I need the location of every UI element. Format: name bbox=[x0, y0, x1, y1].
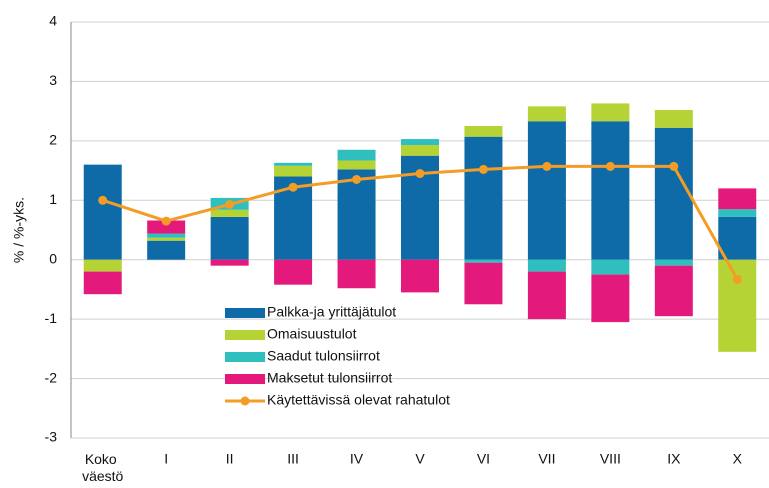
x-tick-label: II bbox=[226, 451, 234, 467]
bar-segment bbox=[401, 145, 439, 156]
x-tick-label: X bbox=[733, 451, 743, 467]
legend-swatch bbox=[225, 308, 265, 318]
legend-label: Saadut tulonsiirrot bbox=[267, 348, 380, 364]
line-point bbox=[415, 169, 425, 179]
bar-segment bbox=[147, 240, 186, 260]
bar-segment bbox=[718, 188, 757, 210]
legend-swatch bbox=[225, 330, 265, 340]
bar-segment bbox=[718, 259, 757, 352]
bar-segment bbox=[464, 259, 503, 263]
bar-segment bbox=[591, 274, 630, 323]
y-tick-label: -2 bbox=[45, 369, 58, 385]
line-point bbox=[669, 161, 679, 171]
bar-segment bbox=[274, 165, 313, 177]
y-tick-label: 1 bbox=[49, 191, 57, 207]
bar-segment bbox=[401, 139, 439, 146]
bar-segment bbox=[654, 127, 693, 260]
x-tick-label: Koko väestö bbox=[82, 451, 123, 484]
bar-segment bbox=[718, 209, 757, 217]
legend-label: Omaisuustulot bbox=[267, 326, 357, 342]
bar-segment bbox=[337, 169, 376, 260]
line-point bbox=[478, 164, 488, 174]
bar-segment bbox=[591, 121, 630, 260]
bar-segment bbox=[718, 216, 757, 260]
y-tick-label: -3 bbox=[45, 429, 58, 445]
x-tick-label: V bbox=[415, 451, 425, 467]
y-tick-label: 3 bbox=[49, 72, 57, 88]
line-point bbox=[542, 161, 552, 171]
bar-segment bbox=[274, 259, 313, 285]
bar-segment bbox=[337, 259, 376, 289]
x-tick-label: VII bbox=[538, 451, 555, 467]
bar-segment bbox=[83, 164, 122, 260]
bar-segment bbox=[591, 103, 630, 122]
bar-segment bbox=[654, 109, 693, 128]
bar-segment bbox=[464, 136, 503, 260]
bar-segment bbox=[147, 220, 186, 234]
bar-segment bbox=[210, 209, 249, 217]
bar-segment bbox=[591, 259, 630, 275]
bar-segment bbox=[654, 259, 693, 266]
bar-segment bbox=[527, 121, 566, 260]
bar-segment bbox=[147, 233, 186, 238]
bar-segment bbox=[210, 259, 249, 266]
x-tick-label: VIII bbox=[600, 451, 621, 467]
legend-swatch bbox=[225, 374, 265, 384]
x-tick-label: IV bbox=[350, 451, 364, 467]
bar-segment bbox=[654, 265, 693, 317]
legend-label: Maksetut tulonsiirrot bbox=[267, 370, 392, 386]
bar-segment bbox=[527, 271, 566, 320]
x-tick-label: VI bbox=[477, 451, 490, 467]
legend-label: Käytettävissä olevat rahatulot bbox=[267, 392, 450, 408]
bar-segment bbox=[83, 259, 122, 272]
x-tick-label: IX bbox=[667, 451, 681, 467]
line-point bbox=[98, 195, 108, 205]
bar-segment bbox=[527, 259, 566, 272]
bar-segment bbox=[401, 259, 439, 293]
bar-segment bbox=[274, 162, 313, 166]
legend-label: Palkka-ja yrittäjätulot bbox=[267, 304, 396, 320]
y-tick-label: -1 bbox=[45, 310, 58, 326]
bar-segment bbox=[210, 216, 249, 260]
y-axis-label: % / %-yks. bbox=[11, 197, 27, 263]
bar-segment bbox=[337, 149, 376, 161]
x-tick-label: III bbox=[287, 451, 299, 467]
bar-segment bbox=[83, 271, 122, 295]
bar-segment bbox=[147, 237, 186, 241]
legend-swatch bbox=[225, 352, 265, 362]
x-tick-label: I bbox=[164, 451, 168, 467]
line-point bbox=[732, 274, 742, 284]
bar-segment bbox=[527, 106, 566, 122]
line-point bbox=[161, 216, 171, 226]
bar-segment bbox=[464, 126, 503, 137]
legend-marker bbox=[240, 396, 250, 406]
line-point bbox=[288, 182, 298, 192]
bar-segment bbox=[337, 160, 376, 170]
y-tick-label: 4 bbox=[49, 13, 57, 29]
line-point bbox=[605, 161, 615, 171]
line-point bbox=[352, 174, 362, 184]
line-point bbox=[225, 199, 235, 209]
y-tick-label: 2 bbox=[49, 132, 57, 148]
y-tick-label: 0 bbox=[49, 250, 57, 266]
bar-segment bbox=[464, 262, 503, 305]
